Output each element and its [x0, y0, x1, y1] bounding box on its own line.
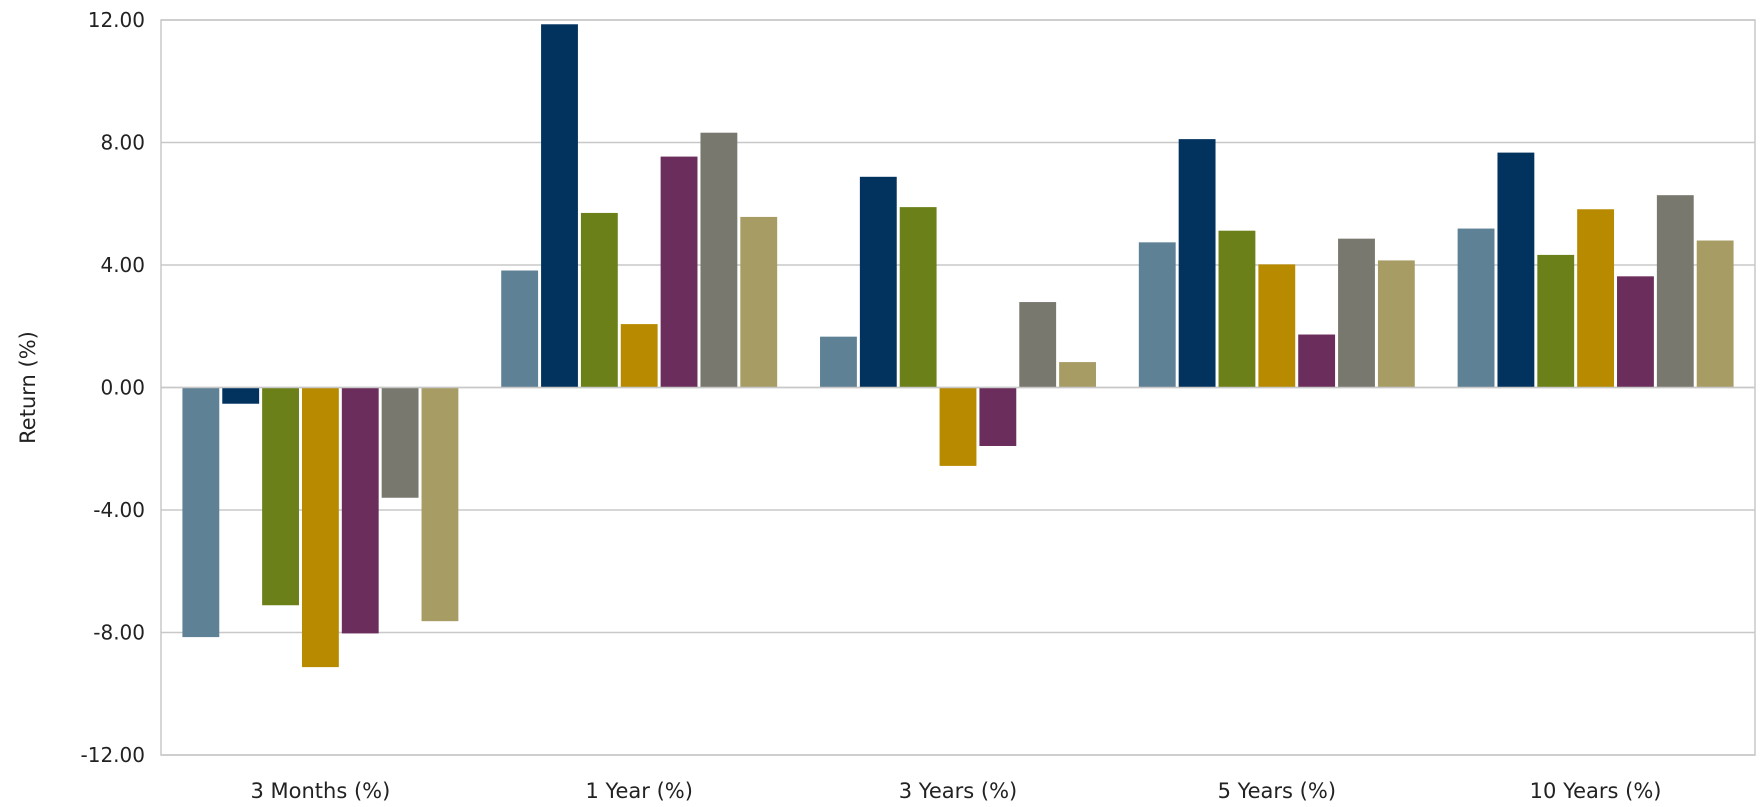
bar — [1138, 242, 1176, 388]
bar — [1218, 230, 1256, 388]
bar — [1298, 334, 1336, 388]
bar — [580, 212, 618, 388]
bar — [182, 387, 220, 638]
x-category-label: 5 Years (%) — [1218, 779, 1336, 803]
bar — [341, 387, 379, 634]
bar — [1059, 362, 1096, 388]
bar — [1656, 195, 1694, 388]
x-category-label: 3 Years (%) — [899, 779, 1017, 803]
bar — [979, 387, 1017, 446]
x-category-label: 3 Months (%) — [250, 779, 390, 803]
y-tick-label: 12.00 — [88, 8, 145, 32]
bar — [700, 132, 738, 388]
y-tick-labels: 12.00 8.00 4.00 0.00 -4.00 -8.00 -12.00 — [81, 8, 145, 767]
bar — [620, 324, 658, 388]
bar — [859, 176, 897, 388]
bar — [541, 24, 578, 388]
bar — [501, 270, 539, 388]
bar — [1178, 139, 1216, 388]
y-axis-title: Return (%) — [16, 331, 40, 444]
bar — [1377, 260, 1415, 388]
y-tick-label: -4.00 — [93, 498, 145, 522]
y-tick-label: -8.00 — [93, 621, 145, 645]
bar — [381, 387, 419, 498]
y-tick-label: 0.00 — [100, 376, 145, 400]
bar — [939, 387, 977, 466]
bar — [660, 156, 698, 388]
bars — [182, 24, 1734, 668]
bar — [421, 387, 459, 622]
y-tick-label: 8.00 — [100, 131, 145, 155]
bar — [1537, 254, 1575, 388]
bar — [1338, 238, 1375, 388]
bar — [1258, 264, 1296, 388]
x-category-label: 10 Years (%) — [1530, 779, 1662, 803]
y-tick-label: -12.00 — [81, 743, 145, 767]
bar — [1617, 276, 1654, 388]
bar — [1577, 209, 1615, 388]
bar — [222, 387, 260, 404]
bar — [820, 336, 857, 388]
bar — [740, 216, 778, 388]
bar — [1457, 228, 1495, 388]
bar — [899, 207, 937, 388]
y-tick-label: 4.00 — [100, 253, 145, 277]
x-category-labels: 3 Months (%) 1 Year (%) 3 Years (%) 5 Years… — [250, 779, 1661, 803]
bar — [262, 387, 299, 606]
bar — [301, 387, 339, 668]
bar — [1696, 240, 1734, 388]
x-category-label: 1 Year (%) — [585, 779, 693, 803]
plot-frame — [160, 19, 1756, 756]
bar — [1019, 302, 1057, 388]
bar — [1497, 152, 1535, 388]
